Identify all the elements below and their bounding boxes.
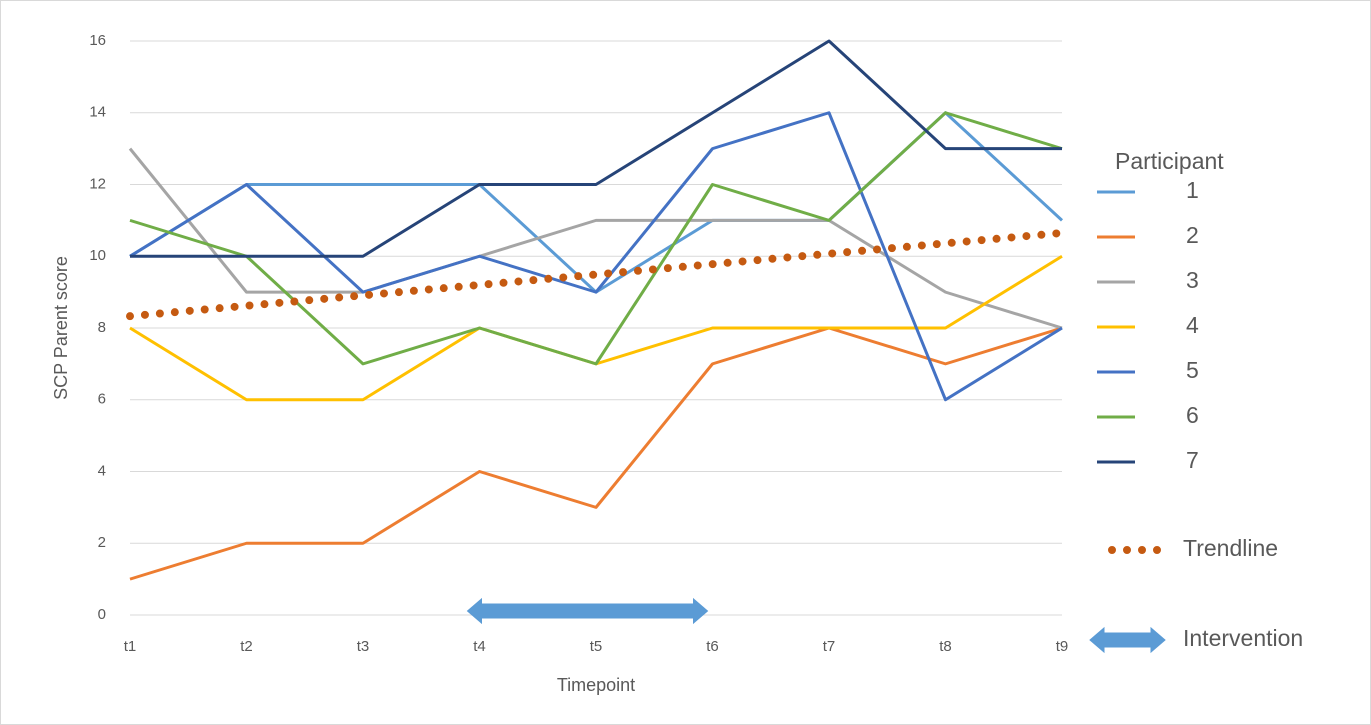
y-tick-label: 0 — [98, 606, 106, 623]
series-line — [126, 228, 1066, 321]
legend-label: Intervention — [1183, 625, 1303, 651]
x-tick-label: t5 — [590, 638, 603, 655]
intervention-arrow — [466, 597, 709, 625]
legend-label: Trendline — [1183, 535, 1278, 561]
legend-label: 3 — [1186, 267, 1199, 293]
y-tick-label: 16 — [89, 32, 106, 49]
x-tick-label: t7 — [823, 638, 836, 655]
y-tick-label: 12 — [89, 175, 106, 192]
y-tick-label: 14 — [89, 104, 106, 121]
y-tick-label: 8 — [98, 319, 106, 336]
y-tick-label: 6 — [98, 391, 106, 408]
legend-label: 2 — [1186, 222, 1199, 248]
x-tick-label: t2 — [240, 638, 253, 655]
legend-label: 7 — [1186, 447, 1199, 473]
legend-title: Participant — [1115, 148, 1224, 174]
y-tick-label: 4 — [98, 462, 106, 479]
series-line — [130, 39, 1062, 258]
x-tick-label: t3 — [357, 638, 370, 655]
series-line — [129, 111, 1063, 366]
series-line — [129, 326, 1063, 581]
x-tick-label: t4 — [473, 638, 486, 655]
legend-swatch — [1089, 626, 1166, 654]
y-axis-label: SCP Parent score — [51, 256, 71, 400]
legend-label: 5 — [1186, 357, 1199, 383]
x-tick-label: t9 — [1056, 638, 1069, 655]
legend-label: 4 — [1186, 312, 1199, 338]
y-tick-label: 2 — [98, 534, 106, 551]
legend-label: 1 — [1186, 177, 1199, 203]
y-tick-label: 10 — [89, 247, 106, 264]
x-axis-label: Timepoint — [557, 675, 635, 695]
x-tick-label: t8 — [939, 638, 952, 655]
legend-label: 6 — [1186, 402, 1199, 428]
x-tick-label: t1 — [124, 638, 137, 655]
series-line — [129, 111, 1063, 402]
x-tick-label: t6 — [706, 638, 719, 655]
